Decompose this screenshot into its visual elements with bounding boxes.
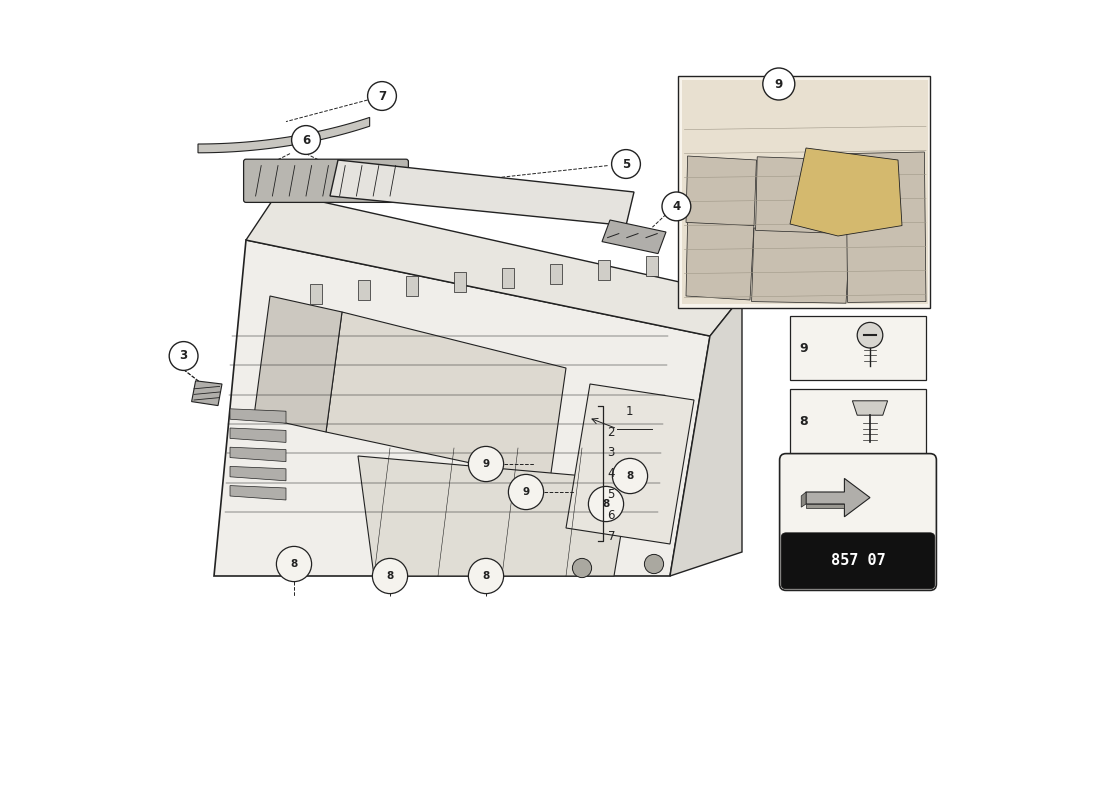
Polygon shape — [214, 240, 710, 576]
Text: 3: 3 — [179, 350, 188, 362]
Circle shape — [292, 126, 320, 154]
Text: 9: 9 — [483, 459, 490, 469]
Text: 8: 8 — [603, 499, 609, 509]
Polygon shape — [670, 296, 742, 576]
Text: 5: 5 — [621, 158, 630, 170]
FancyBboxPatch shape — [780, 454, 936, 590]
Polygon shape — [254, 296, 342, 432]
Text: 8: 8 — [386, 571, 394, 581]
Text: 7: 7 — [378, 90, 386, 102]
Polygon shape — [566, 384, 694, 544]
Text: 3: 3 — [607, 446, 615, 459]
FancyBboxPatch shape — [678, 76, 930, 308]
Polygon shape — [230, 447, 286, 462]
Circle shape — [762, 68, 795, 100]
Polygon shape — [246, 192, 743, 336]
Polygon shape — [198, 118, 370, 153]
Circle shape — [612, 150, 640, 178]
Polygon shape — [646, 256, 658, 276]
Text: 6: 6 — [607, 509, 615, 522]
Text: 8: 8 — [800, 415, 808, 428]
Polygon shape — [852, 401, 888, 415]
FancyBboxPatch shape — [243, 159, 408, 202]
Circle shape — [373, 558, 408, 594]
Polygon shape — [686, 156, 757, 226]
Circle shape — [367, 82, 396, 110]
Circle shape — [662, 192, 691, 221]
Polygon shape — [358, 280, 370, 300]
Polygon shape — [191, 381, 222, 406]
Polygon shape — [686, 220, 754, 300]
Polygon shape — [230, 428, 286, 442]
Polygon shape — [454, 272, 466, 292]
Circle shape — [476, 562, 496, 582]
Circle shape — [276, 546, 311, 582]
Polygon shape — [801, 492, 806, 507]
Text: 5: 5 — [607, 488, 615, 501]
Polygon shape — [846, 152, 926, 302]
Polygon shape — [358, 456, 630, 576]
Text: 4: 4 — [607, 467, 615, 480]
Polygon shape — [751, 228, 850, 303]
Text: 9: 9 — [774, 78, 783, 90]
Circle shape — [645, 554, 663, 574]
Text: 2: 2 — [607, 426, 615, 438]
FancyBboxPatch shape — [781, 533, 935, 589]
FancyBboxPatch shape — [790, 316, 926, 380]
Circle shape — [572, 558, 592, 578]
Text: 4: 4 — [672, 200, 681, 213]
Text: 9: 9 — [800, 342, 808, 354]
Circle shape — [285, 554, 304, 574]
Text: 8: 8 — [483, 571, 490, 581]
Text: 9: 9 — [522, 487, 529, 497]
Polygon shape — [406, 276, 418, 296]
Polygon shape — [806, 504, 845, 508]
Text: 7: 7 — [607, 530, 615, 542]
Polygon shape — [230, 409, 286, 423]
Polygon shape — [502, 268, 514, 288]
Polygon shape — [598, 260, 611, 280]
Polygon shape — [310, 284, 322, 304]
Polygon shape — [682, 80, 927, 304]
Polygon shape — [790, 148, 902, 236]
Text: e c p a r t s: e c p a r t s — [273, 342, 571, 386]
Circle shape — [381, 562, 399, 582]
Circle shape — [508, 474, 543, 510]
Circle shape — [588, 486, 624, 522]
Text: 6: 6 — [301, 134, 310, 146]
Polygon shape — [230, 486, 286, 500]
Polygon shape — [550, 264, 562, 284]
Polygon shape — [230, 466, 286, 481]
Circle shape — [857, 322, 883, 348]
Text: a passion for parts since 1982: a passion for parts since 1982 — [280, 408, 563, 427]
Circle shape — [613, 458, 648, 494]
Polygon shape — [756, 157, 848, 234]
Polygon shape — [326, 312, 566, 480]
Text: 8: 8 — [290, 559, 298, 569]
Polygon shape — [806, 478, 870, 517]
Polygon shape — [330, 160, 634, 226]
Text: 8: 8 — [626, 471, 634, 481]
Text: 1: 1 — [625, 405, 632, 418]
Circle shape — [469, 446, 504, 482]
Text: 857 07: 857 07 — [830, 554, 886, 568]
Circle shape — [169, 342, 198, 370]
Polygon shape — [602, 220, 666, 254]
FancyBboxPatch shape — [790, 389, 926, 454]
Circle shape — [469, 558, 504, 594]
